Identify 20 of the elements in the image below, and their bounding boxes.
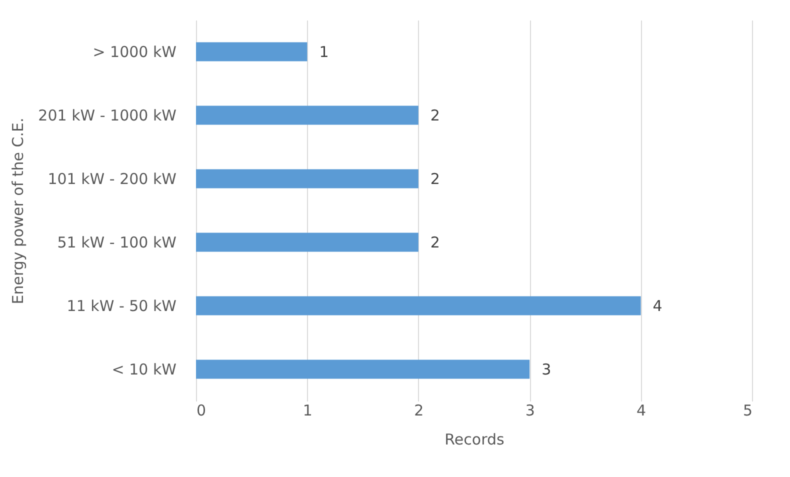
y-tick-label: 201 kW - 1000 kW xyxy=(38,106,177,124)
x-tick-label: 4 xyxy=(636,402,646,420)
data-label: 2 xyxy=(430,106,440,124)
data-label: 2 xyxy=(430,233,440,252)
data-label: 1 xyxy=(319,42,329,61)
x-tick-label: 3 xyxy=(525,402,535,420)
data-label: 3 xyxy=(542,360,552,378)
data-label: 4 xyxy=(652,296,662,315)
y-tick-label: > 1000 kW xyxy=(92,42,177,61)
x-tick-label: 2 xyxy=(414,402,424,420)
y-axis-title: Energy power of the C.E. xyxy=(9,118,28,304)
y-tick-label: 11 kW - 50 kW xyxy=(66,296,177,315)
x-tick-label: 5 xyxy=(742,402,752,420)
x-axis-title: Records xyxy=(444,430,504,448)
x-tick-label: 0 xyxy=(196,402,206,420)
y-tick-label: 51 kW - 100 kW xyxy=(57,233,177,252)
data-label: 2 xyxy=(430,170,440,188)
x-tick-label: 1 xyxy=(302,402,312,420)
y-tick-label: 101 kW - 200 kW xyxy=(48,170,177,188)
y-tick-label: < 10 kW xyxy=(112,360,177,378)
